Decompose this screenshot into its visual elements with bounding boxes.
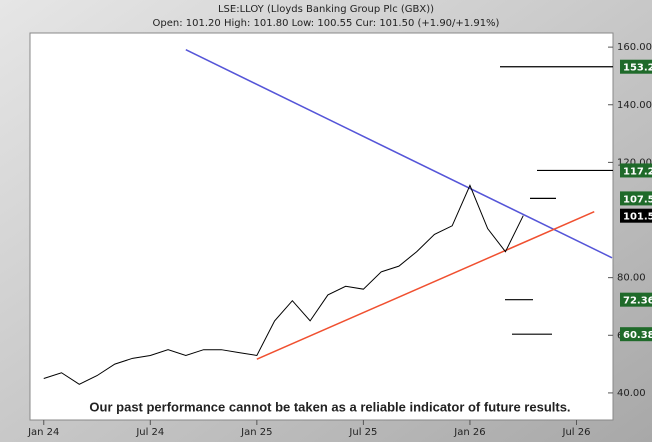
y-tick-label: 80.00 — [617, 273, 646, 284]
target-box — [620, 59, 652, 74]
y-tick-label: 140.00 — [617, 100, 652, 111]
x-tick-label: Jan 25 — [240, 427, 272, 438]
target-label: 101.5 — [623, 212, 652, 223]
x-tick-label: Jan 26 — [453, 427, 485, 438]
target-label: 117.2 — [623, 166, 652, 177]
target-box — [620, 292, 652, 307]
x-tick-label: Jan 24 — [27, 427, 59, 438]
target-box — [620, 163, 652, 178]
price-line — [43, 184, 524, 385]
target-box — [620, 327, 652, 342]
target-box — [620, 208, 652, 223]
trend-line — [256, 210, 595, 360]
chart-title: LSE:LLOY (Lloyds Banking Group Plc (GBX)… — [218, 4, 434, 15]
y-tick-label: 40.00 — [617, 388, 646, 399]
target-label: 60.38 — [623, 330, 652, 341]
trend-line — [185, 49, 613, 259]
plot-area — [29, 32, 614, 421]
target-label: 72.36 — [623, 296, 652, 307]
target-label: 153.2 — [623, 63, 652, 74]
y-tick-label: 120.00 — [617, 157, 652, 168]
target-label: 107.5 — [623, 194, 652, 205]
x-tick-label: Jul 25 — [348, 427, 377, 438]
x-tick-label: Jul 24 — [135, 427, 164, 438]
disclaimer: Our past performance cannot be taken as … — [89, 399, 570, 414]
target-box — [620, 191, 652, 206]
x-tick-label: Jul 26 — [562, 427, 591, 438]
chart-subtitle: Open: 101.20 High: 101.80 Low: 100.55 Cu… — [153, 18, 500, 29]
y-tick-label: 160.00 — [617, 42, 652, 53]
